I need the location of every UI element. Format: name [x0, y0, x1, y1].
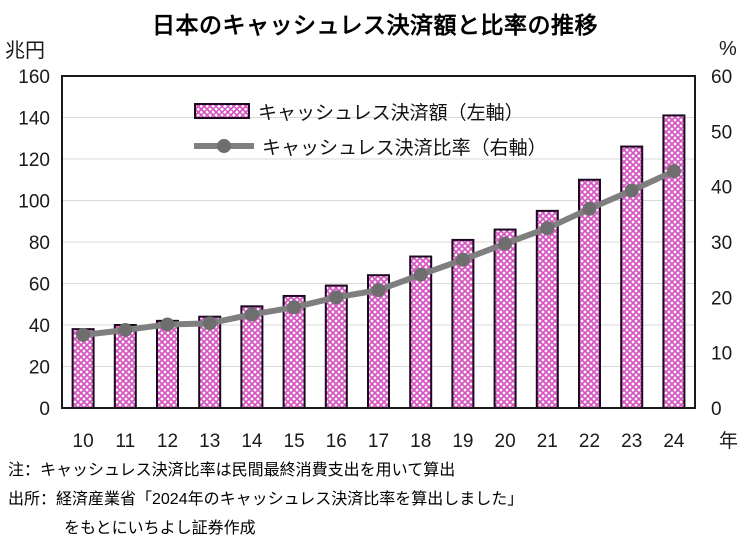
- x-axis-tick-label: 23: [621, 431, 642, 452]
- left-axis-tick-label: 80: [29, 233, 50, 254]
- ratio-marker-15: [287, 300, 302, 315]
- footnote-source: 出所：経済産業省「2024年のキャッシュレス決済比率を算出しました」: [8, 491, 524, 508]
- ratio-marker-22: [582, 201, 597, 216]
- left-axis-tick-label: 140: [18, 109, 50, 130]
- bar-11: [113, 324, 137, 409]
- bar-21: [535, 209, 559, 409]
- ratio-marker-20: [498, 236, 513, 251]
- left-axis-tick-label: 0: [39, 399, 50, 420]
- right-axis-tick-label: 50: [711, 122, 732, 143]
- legend-item-amount: キャッシュレス決済額（左軸）: [194, 98, 547, 124]
- x-axis-tick-label: 13: [199, 431, 220, 452]
- x-axis-tick-label: 15: [284, 431, 305, 452]
- x-axis-tick-label: 10: [73, 431, 94, 452]
- x-axis-unit-label: 年: [719, 430, 738, 452]
- bar-20: [493, 228, 517, 409]
- right-axis-tick-label: 40: [711, 178, 732, 199]
- right-axis-tick-label: 0: [711, 399, 722, 420]
- x-axis-tick-label: 17: [368, 431, 389, 452]
- legend-item-ratio: キャッシュレス決済比率（右軸）: [194, 133, 547, 159]
- x-axis-tick-label: 21: [537, 431, 558, 452]
- footnotes: 注：キャッシュレス決済比率は民間最終消費支出を用いて算出 出所：経済産業省「20…: [8, 456, 523, 543]
- line-series-swatch-icon: [194, 139, 254, 153]
- ratio-marker-12: [160, 317, 175, 332]
- ratio-marker-16: [329, 290, 344, 305]
- bar-13: [198, 315, 222, 410]
- chart-title: 日本のキャッシュレス決済額と比率の推移: [151, 12, 599, 38]
- x-axis-tick-label: 19: [452, 431, 473, 452]
- x-axis-tick-label: 16: [326, 431, 347, 452]
- x-axis-tick-label: 12: [157, 431, 178, 452]
- chart-legend: キャッシュレス決済額（左軸） キャッシュレス決済比率（右軸）: [194, 98, 547, 168]
- ratio-marker-11: [118, 322, 133, 337]
- bar-14: [240, 305, 264, 410]
- legend-label-amount: キャッシュレス決済額（左軸）: [258, 102, 524, 124]
- ratio-marker-19: [455, 252, 470, 267]
- left-axis-tick-label: 40: [29, 316, 50, 337]
- right-axis-tick-label: 20: [711, 288, 732, 309]
- ratio-marker-17: [371, 283, 386, 298]
- x-axis-tick-label: 14: [241, 431, 263, 452]
- left-axis-tick-label: 160: [18, 67, 50, 88]
- x-axis-tick-label: 20: [495, 431, 516, 452]
- bar-series-swatch-icon: [194, 103, 250, 119]
- ratio-marker-13: [202, 316, 217, 331]
- right-axis-unit-label: %: [719, 38, 737, 60]
- ratio-marker-23: [624, 183, 639, 198]
- left-axis-unit-label: 兆円: [5, 40, 45, 62]
- x-axis-tick-label: 11: [115, 431, 135, 452]
- bar-24: [662, 114, 686, 410]
- ratio-marker-21: [540, 221, 555, 236]
- ratio-marker-24: [666, 164, 681, 179]
- ratio-marker-10: [76, 327, 91, 342]
- x-axis-tick-label: 24: [663, 431, 685, 452]
- right-axis-tick-label: 10: [711, 344, 732, 365]
- plot-border: [61, 75, 696, 409]
- ratio-marker-14: [244, 307, 259, 322]
- left-axis-tick-label: 100: [18, 192, 50, 213]
- x-axis-tick-label: 18: [410, 431, 431, 452]
- ratio-marker-18: [413, 267, 428, 282]
- footnote-source-continued: をもとにいちよし証券作成: [64, 520, 256, 537]
- left-axis-tick-label: 60: [29, 275, 50, 296]
- left-axis-tick-label: 120: [18, 150, 50, 171]
- footnote-calculation: 注：キャッシュレス決済比率は民間最終消費支出を用いて算出: [8, 462, 456, 479]
- x-axis-tick-label: 22: [579, 431, 600, 452]
- right-axis-tick-label: 60: [711, 67, 732, 88]
- legend-label-ratio: キャッシュレス決済比率（右軸）: [262, 137, 547, 159]
- left-axis-tick-label: 20: [29, 358, 50, 379]
- right-axis-tick-label: 30: [711, 233, 732, 254]
- bar-12: [156, 319, 179, 410]
